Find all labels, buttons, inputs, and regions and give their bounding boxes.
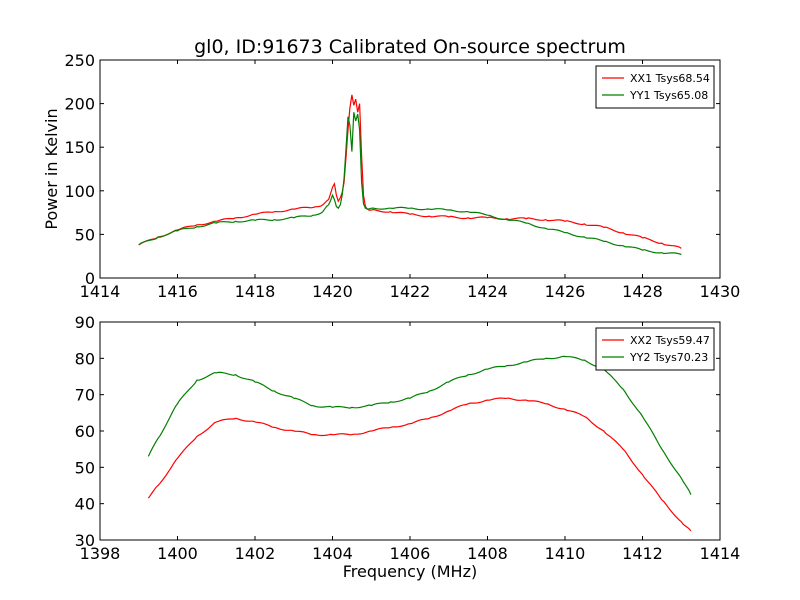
x-axis-label: Frequency (MHz) [343,562,477,581]
legend-box [595,65,715,109]
series-line-1-2 [138,112,682,256]
top-panel: 1414 1416 1418 1420 1422 1424 1426 1428 1430 0 50 1… [42,51,740,301]
y-tick-label: 50 [75,225,95,244]
y-axis-label: Power in Kelvin [42,108,61,229]
x-tick-label: 1404 [312,544,353,563]
y-tick-label: 50 [75,458,95,477]
bottom-panel: 1398 1400 1402 1404 1406 1408 1410 1412 1414 30 40… [75,313,741,581]
x-tick-label: 1420 [312,282,353,301]
legend-entry-label: XX1 Tsys68.54 [630,72,710,85]
figure-title: gl0, ID:91673 Calibrated On-source spect… [194,36,626,58]
legend-entry-label: YY2 Tsys70.23 [629,351,708,364]
y-tick-label: 90 [75,313,95,332]
legend-entry-label: XX2 Tsys59.47 [630,334,710,347]
x-tick-label: 1408 [467,544,508,563]
y-tick-label: 0 [85,269,95,288]
x-tick-label: 1422 [390,282,431,301]
y-tick-label: 70 [75,386,95,405]
y-tick-label: 60 [75,422,95,441]
y-tick-label: 150 [64,138,95,157]
y-tick-label: 80 [75,349,95,368]
y-tick-label: 30 [75,531,95,550]
y-tick-label: 250 [64,51,95,70]
x-tick-label: 1428 [622,282,663,301]
series-line-1-1 [138,94,682,249]
y-tick-label: 100 [64,182,95,201]
x-tick-label: 1414 [700,544,741,563]
x-tick-label: 1410 [545,544,586,563]
x-tick-label: 1426 [545,282,586,301]
x-tick-label: 1400 [157,544,198,563]
x-tick-label: 1424 [467,282,508,301]
series-line-2-1 [147,397,692,532]
x-tick-label: 1418 [235,282,276,301]
x-tick-label: 1412 [622,544,663,563]
y-tick-label: 40 [75,495,95,514]
y-tick-label: 200 [64,95,95,114]
x-tick-label: 1416 [157,282,198,301]
x-tick-label: 1402 [235,544,276,563]
x-tick-label: 1414 [80,282,121,301]
legend-box [595,327,715,371]
x-tick-label: 1430 [700,282,741,301]
x-tick-label: 1406 [390,544,431,563]
x-tick-label: 1398 [80,544,121,563]
legend-entry-label: YY1 Tsys65.08 [629,89,708,102]
